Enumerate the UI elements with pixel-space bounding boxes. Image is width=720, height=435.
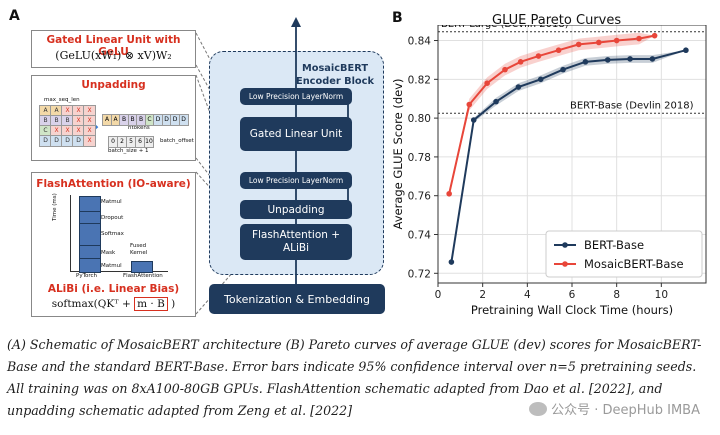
x-tick-label: 4 [524, 289, 531, 301]
flash-y-axis [70, 195, 71, 271]
x-tick-label: 8 [613, 289, 620, 301]
stack-label-mask: Mask [101, 250, 116, 256]
panel-b-label: B [392, 10, 403, 26]
data-point [649, 56, 656, 62]
batch-offset-label: batch_offset [160, 138, 194, 144]
unpadding-box: Unpadding max_seq_len ➡ ntokens batch_of… [31, 75, 196, 161]
panel-a-label: A [9, 8, 20, 24]
stack-label-matmul-top: Matmul [101, 199, 122, 205]
x-label-pytorch: PyTorch [76, 273, 98, 279]
flashattention-title: FlashAttention (IO-aware) [36, 178, 191, 190]
legend-swatch-marker [562, 261, 568, 267]
fused-kernel-bar [131, 261, 153, 273]
reference-line-label: BERT-Large (Devlin 2018) [441, 25, 569, 30]
encoder-title-line2: Encoder Block [296, 76, 374, 87]
data-point [517, 59, 524, 65]
flashattention-line2: ALiBi [282, 242, 310, 254]
data-point [555, 47, 562, 54]
data-point [470, 117, 477, 123]
encoder-title-line1: MosaicBERT [301, 63, 369, 74]
legend-swatch-marker [562, 242, 568, 248]
unpadding-title: Unpadding [81, 79, 146, 91]
data-point [484, 80, 490, 86]
series-line [448, 34, 655, 194]
flashattention-alibi-block: FlashAttention + ALiBi [240, 224, 352, 260]
data-point [683, 47, 689, 54]
glue-pareto-chart: 0 2 4 6 8 10 0.72 0.74 0.76 0.78 0.80 0.82 0.84 Pretr… [391, 25, 707, 317]
wechat-icon [529, 401, 548, 416]
pytorch-stacked-bar [79, 196, 101, 273]
layernorm-top-block: Low Precision LayerNorm [240, 88, 352, 105]
ntokens-label: ntokens [128, 125, 150, 131]
data-point [582, 59, 589, 65]
data-point [627, 56, 633, 62]
alibi-formula-softmax: softmax(QKᵀ + [51, 298, 131, 310]
y-tick-label: 0.74 [408, 230, 432, 242]
y-tick-label: 0.72 [408, 268, 431, 280]
y-tick-label: 0.78 [408, 152, 431, 164]
unpadding-block: Unpadding [240, 200, 352, 219]
x-tick-label: 6 [569, 289, 576, 301]
data-point [515, 84, 522, 90]
data-point [613, 37, 620, 44]
y-tick-label: 0.80 [408, 113, 431, 125]
alibi-formula: softmax(QKᵀ + m · B ) [32, 297, 195, 311]
stack-label-dropout: Dropout [101, 215, 124, 221]
data-point [535, 53, 542, 59]
data-point [651, 32, 658, 39]
offset-cell: 10 [144, 136, 154, 148]
x-tick-label: 2 [479, 289, 486, 301]
data-point [448, 259, 455, 265]
data-point [560, 66, 566, 73]
flash-x-axis [70, 271, 168, 272]
watermark-text: 公众号 · DeepHub IMBA [551, 403, 700, 418]
packed-cell: D [178, 114, 189, 126]
fused-kernel-label: Fused Kernel [130, 243, 148, 256]
y-axis-label: Average GLUE Score (dev) [391, 79, 405, 230]
watermark: 公众号 · DeepHub IMBA [529, 399, 700, 418]
legend-label: MosaicBERT-Base [584, 257, 684, 271]
tokenization-block: Tokenization & Embedding [209, 284, 385, 314]
alibi-title: ALiBi (i.e. Linear Bias) [47, 283, 180, 295]
glu-box: Gated Linear Unit with GeLU (GeLU(xW₁) ⊗… [31, 30, 196, 68]
unpad-cell: X [83, 135, 96, 147]
flash-yaxis-label: Time (ms) [52, 193, 58, 221]
data-point [604, 57, 611, 63]
figure-caption: (A) Schematic of MosaicBERT architecture… [7, 337, 702, 418]
y-tick-label: 0.84 [408, 36, 432, 48]
stack-label-matmul-bottom: Matmul [101, 263, 122, 269]
x-axis-label: Pretraining Wall Clock Time (hours) [471, 303, 673, 317]
alibi-bias-term: m · B [134, 297, 168, 311]
max-seq-len-label: max_seq_len [44, 97, 80, 103]
stack-label-softmax: Softmax [101, 231, 124, 237]
glu-formula: (GeLU(xW₁) ⊗ xV)W₂ [55, 49, 172, 62]
legend-label: BERT-Base [584, 238, 644, 252]
encoder-title: MosaicBERT Encoder Block [291, 62, 379, 88]
layernorm-mid-block: Low Precision LayerNorm [240, 172, 352, 189]
x-label-flashattention: FlashAttention [123, 273, 163, 279]
y-tick-label: 0.76 [408, 191, 432, 203]
data-point [466, 101, 473, 108]
data-point [636, 35, 642, 42]
data-point [596, 39, 602, 46]
flashattention-line1: FlashAttention + [251, 229, 341, 241]
data-point [446, 190, 452, 197]
data-point [537, 76, 544, 83]
gated-linear-unit-block: Gated Linear Unit [240, 117, 352, 151]
x-tick-label: 0 [435, 289, 442, 301]
flashattention-box: FlashAttention (IO-aware) Time (ms) Matm… [31, 172, 196, 317]
data-point [502, 66, 508, 73]
data-point [493, 98, 499, 105]
data-point [575, 41, 582, 48]
legend-box [545, 230, 703, 278]
alibi-formula-close: ) [171, 298, 176, 310]
chart-title: GLUE Pareto Curves [492, 13, 622, 28]
y-tick-label: 0.82 [408, 74, 431, 86]
glu-title: Gated Linear Unit with GeLU [46, 34, 181, 58]
reference-line-label: BERT-Base (Devlin 2018) [570, 100, 694, 111]
x-tick-label: 10 [655, 289, 668, 301]
batch-size-label: batch_size + 1 [108, 148, 149, 154]
